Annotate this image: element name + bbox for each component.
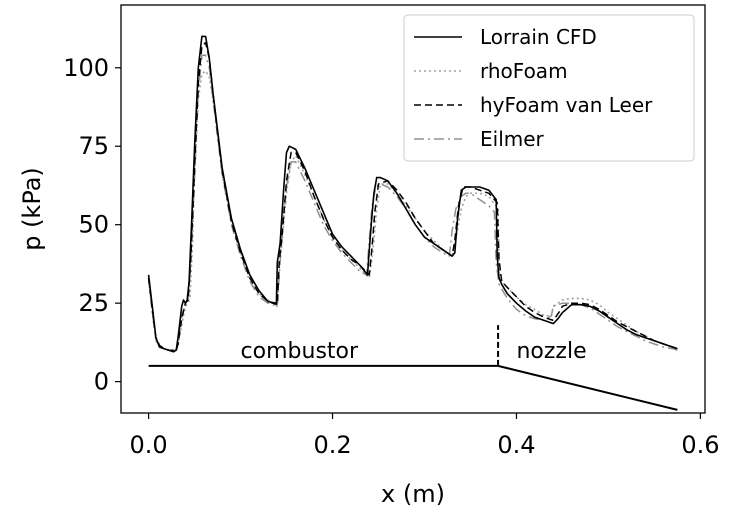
legend: Lorrain CFD rhoFoam hyFoam van Leer Eilm…: [403, 14, 695, 162]
legend-label-hyfoam: hyFoam van Leer: [480, 93, 653, 117]
y-axis-title: p (kPa): [18, 167, 46, 251]
x-axis-title: x (m): [381, 480, 445, 508]
annotation-nozzle: nozzle: [516, 339, 586, 364]
geometry-layer: [148, 325, 678, 411]
annotation-combustor: combustor: [241, 339, 359, 364]
y-tick-label-0: 0: [94, 368, 109, 396]
x-axis: 0.0 0.2 0.4 0.6: [130, 413, 719, 459]
y-tick-label-2: 50: [78, 211, 109, 239]
y-axis: 0 25 50 75 100: [63, 54, 121, 396]
legend-box: [403, 14, 695, 162]
x-tick-label-1: 0.2: [313, 431, 351, 459]
series-line-lorrain: [147, 35, 678, 353]
x-tick-label-3: 0.6: [681, 431, 719, 459]
legend-label-rhofoam: rhoFoam: [480, 59, 568, 83]
annotation-layer: combustor nozzle: [241, 339, 587, 364]
series-line-hyfoam: [147, 41, 678, 351]
y-tick-label-1: 25: [78, 289, 109, 317]
series-layer: [147, 35, 678, 353]
legend-label-lorrain: Lorrain CFD: [480, 25, 597, 49]
y-tick-label-3: 75: [78, 132, 109, 160]
x-tick-label-0: 0.0: [130, 431, 168, 459]
x-tick-label-2: 0.4: [497, 431, 535, 459]
y-tick-label-4: 100: [63, 54, 109, 82]
plot-frame: [120, 4, 706, 414]
legend-label-eilmer: Eilmer: [480, 127, 545, 151]
